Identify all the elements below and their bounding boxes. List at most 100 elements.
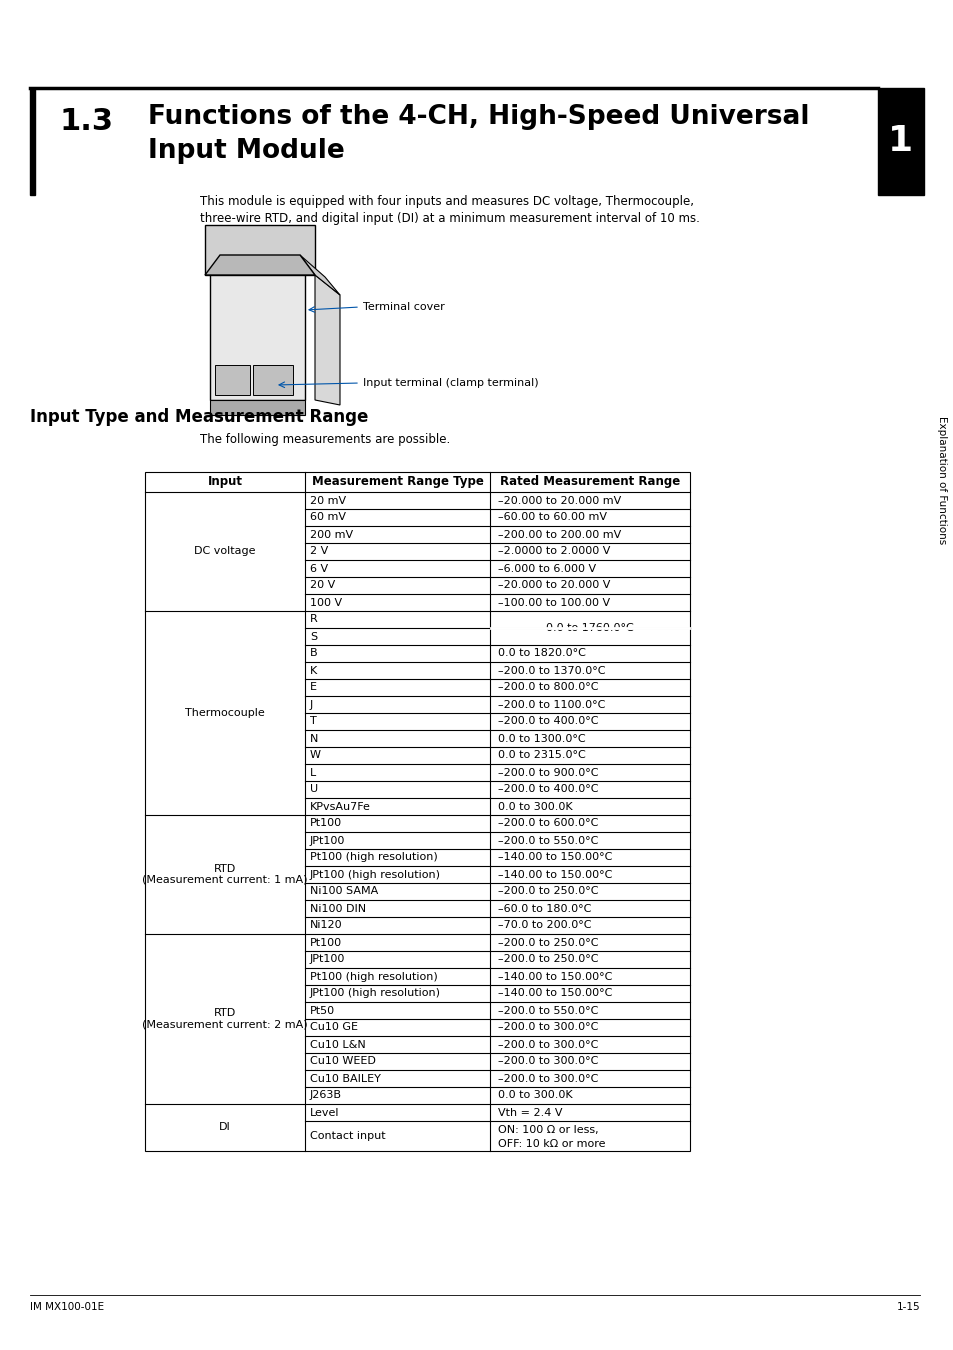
Text: W: W [310, 751, 320, 760]
Text: –20.000 to 20.000 mV: –20.000 to 20.000 mV [497, 495, 620, 505]
Text: Cu10 WEED: Cu10 WEED [310, 1057, 375, 1066]
Text: Terminal cover: Terminal cover [363, 302, 444, 312]
Text: 0.0 to 1300.0°C: 0.0 to 1300.0°C [497, 733, 585, 744]
Text: Pt50: Pt50 [310, 1006, 335, 1015]
Bar [253, 364, 293, 396]
Text: 2 V: 2 V [310, 547, 328, 556]
Text: Vth = 2.4 V: Vth = 2.4 V [497, 1107, 562, 1118]
Text: –200.0 to 300.0°C: –200.0 to 300.0°C [497, 1057, 598, 1066]
Text: 1: 1 [887, 124, 913, 158]
Text: 1-15: 1-15 [896, 1301, 919, 1312]
Text: Input Type and Measurement Range: Input Type and Measurement Range [30, 408, 368, 427]
Text: Explanation of Functions: Explanation of Functions [936, 416, 946, 544]
Bar [210, 400, 305, 414]
Text: –140.00 to 150.00°C: –140.00 to 150.00°C [497, 972, 612, 981]
Bar [205, 225, 314, 275]
Text: Rated Measurement Range: Rated Measurement Range [499, 475, 679, 489]
Text: OFF: 10 kΩ or more: OFF: 10 kΩ or more [497, 1139, 605, 1149]
Text: 0.0 to 2315.0°C: 0.0 to 2315.0°C [497, 751, 585, 760]
Text: Ni100 SAMA: Ni100 SAMA [310, 887, 377, 896]
Text: Ni120: Ni120 [310, 921, 342, 930]
Text: –200.0 to 400.0°C: –200.0 to 400.0°C [497, 784, 598, 795]
Text: –200.0 to 550.0°C: –200.0 to 550.0°C [497, 836, 598, 845]
Text: Cu10 GE: Cu10 GE [310, 1022, 357, 1033]
Text: J263B: J263B [310, 1091, 341, 1100]
Text: –200.0 to 550.0°C: –200.0 to 550.0°C [497, 1006, 598, 1015]
Text: (Measurement current: 1 mA): (Measurement current: 1 mA) [142, 875, 308, 886]
Text: Cu10 BAILEY: Cu10 BAILEY [310, 1073, 380, 1084]
Text: Functions of the 4-CH, High-Speed Universal: Functions of the 4-CH, High-Speed Univer… [148, 104, 809, 130]
Bar [210, 255, 305, 400]
Text: 0.0 to 300.0K: 0.0 to 300.0K [497, 1091, 572, 1100]
Bar [877, 88, 923, 194]
Text: RTD: RTD [213, 1008, 236, 1018]
Text: J: J [310, 699, 313, 710]
Text: JPt100: JPt100 [310, 836, 345, 845]
Text: K: K [310, 666, 317, 675]
Polygon shape [299, 255, 339, 296]
Text: Cu10 L&N: Cu10 L&N [310, 1040, 365, 1049]
Text: DI: DI [219, 1122, 231, 1133]
Text: ON: 100 Ω or less,: ON: 100 Ω or less, [497, 1125, 598, 1135]
Text: –200.0 to 250.0°C: –200.0 to 250.0°C [497, 887, 598, 896]
Bar [30, 88, 35, 194]
Text: 20 V: 20 V [310, 580, 335, 590]
Text: 100 V: 100 V [310, 598, 342, 608]
Text: Pt100 (high resolution): Pt100 (high resolution) [310, 972, 437, 981]
Text: This module is equipped with four inputs and measures DC voltage, Thermocouple,: This module is equipped with four inputs… [200, 194, 693, 208]
Text: –200.0 to 1100.0°C: –200.0 to 1100.0°C [497, 699, 605, 710]
Polygon shape [314, 275, 339, 405]
Text: –2.0000 to 2.0000 V: –2.0000 to 2.0000 V [497, 547, 610, 556]
Text: 0.0 to 1760.0°C: 0.0 to 1760.0°C [545, 622, 633, 633]
Text: Pt100: Pt100 [310, 818, 342, 829]
Text: IM MX100-01E: IM MX100-01E [30, 1301, 104, 1312]
Text: Input: Input [208, 475, 242, 489]
Text: Input terminal (clamp terminal): Input terminal (clamp terminal) [363, 378, 538, 387]
Text: –70.0 to 200.0°C: –70.0 to 200.0°C [497, 921, 591, 930]
Text: U: U [310, 784, 317, 795]
Text: JPt100 (high resolution): JPt100 (high resolution) [310, 988, 440, 999]
Text: –200.0 to 400.0°C: –200.0 to 400.0°C [497, 717, 598, 726]
Text: –200.0 to 300.0°C: –200.0 to 300.0°C [497, 1073, 598, 1084]
Text: –6.000 to 6.000 V: –6.000 to 6.000 V [497, 563, 596, 574]
Text: RTD: RTD [213, 864, 236, 873]
Text: E: E [310, 683, 316, 693]
Text: three-wire RTD, and digital input (DI) at a minimum measurement interval of 10 m: three-wire RTD, and digital input (DI) a… [200, 212, 700, 225]
Text: –100.00 to 100.00 V: –100.00 to 100.00 V [497, 598, 610, 608]
Text: Thermocouple: Thermocouple [185, 707, 265, 718]
Text: Input Module: Input Module [148, 138, 344, 163]
Text: –200.0 to 800.0°C: –200.0 to 800.0°C [497, 683, 598, 693]
Text: S: S [310, 632, 316, 641]
Text: R: R [310, 614, 317, 625]
Text: T: T [310, 717, 316, 726]
Text: L: L [310, 768, 315, 778]
Text: –200.00 to 200.00 mV: –200.00 to 200.00 mV [497, 529, 620, 540]
Text: –60.00 to 60.00 mV: –60.00 to 60.00 mV [497, 513, 606, 522]
Text: The following measurements are possible.: The following measurements are possible. [200, 433, 450, 446]
Text: N: N [310, 733, 318, 744]
Text: 0.0 to 300.0K: 0.0 to 300.0K [497, 802, 572, 811]
Text: –200.0 to 300.0°C: –200.0 to 300.0°C [497, 1022, 598, 1033]
Text: 6 V: 6 V [310, 563, 328, 574]
Text: 1.3: 1.3 [60, 107, 113, 136]
Text: 20 mV: 20 mV [310, 495, 346, 505]
Text: DC voltage: DC voltage [194, 547, 255, 556]
Text: –140.00 to 150.00°C: –140.00 to 150.00°C [497, 869, 612, 879]
Text: KPvsAu7Fe: KPvsAu7Fe [310, 802, 371, 811]
Text: Contact input: Contact input [310, 1131, 385, 1141]
Text: –140.00 to 150.00°C: –140.00 to 150.00°C [497, 988, 612, 999]
Text: –140.00 to 150.00°C: –140.00 to 150.00°C [497, 852, 612, 863]
Text: B: B [310, 648, 317, 659]
Text: 60 mV: 60 mV [310, 513, 346, 522]
Text: (Measurement current: 2 mA): (Measurement current: 2 mA) [142, 1019, 308, 1030]
Text: –60.0 to 180.0°C: –60.0 to 180.0°C [497, 903, 591, 914]
Bar [214, 364, 250, 396]
Text: –200.0 to 250.0°C: –200.0 to 250.0°C [497, 954, 598, 964]
Text: –200.0 to 600.0°C: –200.0 to 600.0°C [497, 818, 598, 829]
Text: Ni100 DIN: Ni100 DIN [310, 903, 366, 914]
Text: 200 mV: 200 mV [310, 529, 353, 540]
Text: –20.000 to 20.000 V: –20.000 to 20.000 V [497, 580, 610, 590]
Text: Measurement Range Type: Measurement Range Type [312, 475, 483, 489]
Text: Pt100: Pt100 [310, 937, 342, 948]
Text: –200.0 to 1370.0°C: –200.0 to 1370.0°C [497, 666, 605, 675]
